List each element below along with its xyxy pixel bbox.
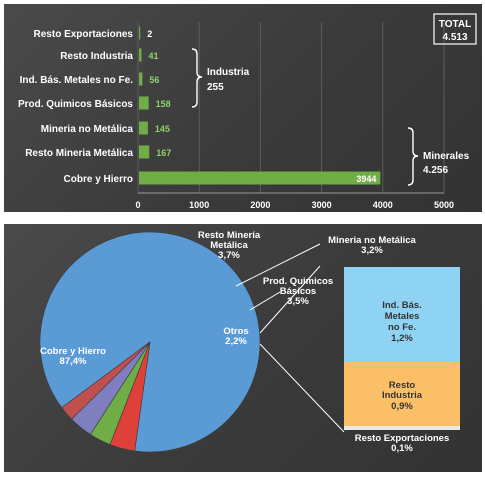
breakdown-percent: 0,9% xyxy=(391,401,413,412)
bar xyxy=(139,171,381,185)
pie-slice-label: Prod. Quimicos xyxy=(263,276,333,287)
pie-slice-percent: 87,4% xyxy=(60,356,87,367)
group-value-minerales: 4.256 xyxy=(423,165,448,176)
bar xyxy=(139,96,149,110)
group-value-industria: 255 xyxy=(207,82,224,93)
category-label: Resto Mineria Metálica xyxy=(25,148,133,159)
x-tick-label: 0 xyxy=(135,200,140,210)
category-label: Ind. Bás. Metales no Fe. xyxy=(20,75,134,86)
pie-slice-label: Mineria no Metálica xyxy=(328,235,416,246)
leader-line xyxy=(259,265,321,334)
bar xyxy=(139,145,150,159)
breakdown-label: Resto Exportaciones xyxy=(355,433,450,444)
bar-value-label: 3944 xyxy=(356,174,376,184)
bar-value-label: 167 xyxy=(156,148,171,158)
pie-slice-label: Metálica xyxy=(210,240,248,251)
x-tick-label: 2000 xyxy=(250,200,270,210)
breakdown-label: no Fe. xyxy=(388,322,416,333)
leader-line xyxy=(259,343,345,433)
total-box xyxy=(433,13,477,45)
bar-value-label: 56 xyxy=(149,75,159,85)
bar-value-label: 145 xyxy=(155,124,170,134)
industria-brace xyxy=(191,48,203,108)
bar-chart-panel: 0 1000 2000 3000 4000 5000 Resto Exportaciones… xyxy=(4,4,482,212)
breakdown-segment xyxy=(344,426,460,430)
category-label: Prod. Quimicos Básicos xyxy=(18,99,133,110)
breakdown-label: Industria xyxy=(382,390,423,401)
x-tick-label: 5000 xyxy=(434,200,454,210)
category-label: Cobre y Hierro xyxy=(64,174,133,185)
leader-line xyxy=(249,291,281,311)
pie-slice-label: Básicos xyxy=(280,286,316,297)
pie-slice-percent: 3,2% xyxy=(361,245,383,256)
total-value: 4.513 xyxy=(442,32,467,43)
pie-slice-percent: 2,2% xyxy=(225,336,247,347)
pie-slice-label: Cobre y Hierro xyxy=(40,346,106,357)
bar-chart: 0 1000 2000 3000 4000 5000 Resto Exportaciones… xyxy=(18,13,477,210)
breakdown-segment xyxy=(344,362,460,426)
pie-slice xyxy=(61,341,151,420)
bar-value-label: 41 xyxy=(149,51,159,61)
x-tick-label: 3000 xyxy=(312,200,332,210)
breakdown-label: Ind. Bás. xyxy=(382,300,422,311)
category-label: Resto Industria xyxy=(60,51,133,62)
pie-slice-label: Resto Minería xyxy=(198,230,261,241)
bar-value-label: 2 xyxy=(147,29,152,39)
x-tick-label: 4000 xyxy=(373,200,393,210)
pie-chart-panel: Cobre y Hierro 87,4% Resto Minería Metálica… xyxy=(4,224,482,472)
category-label: Mineria no Metálica xyxy=(41,124,134,135)
group-label-industria: Industria xyxy=(207,67,250,78)
total-label: TOTAL xyxy=(439,19,471,30)
bar xyxy=(139,121,148,135)
breakdown-percent: 1,2% xyxy=(391,333,413,344)
category-label: Resto Exportaciones xyxy=(34,29,134,40)
pie-slice-percent: 3,5% xyxy=(287,296,309,307)
breakdown-label: Metales xyxy=(385,311,420,322)
minerales-brace xyxy=(407,127,419,186)
x-tick-label: 1000 xyxy=(189,200,209,210)
bar xyxy=(139,72,143,86)
pie-slice-percent: 3,7% xyxy=(218,250,240,261)
leader-line xyxy=(235,243,321,287)
breakdown-label: Resto xyxy=(389,380,416,391)
bar-value-label: 158 xyxy=(156,99,171,109)
breakdown-segment xyxy=(344,267,460,362)
breakdown-percent: 0,1% xyxy=(391,443,413,454)
bar xyxy=(139,48,142,62)
pie-slice-label: Otros xyxy=(223,326,248,337)
group-label-minerales: Minerales xyxy=(423,151,470,162)
bar xyxy=(139,26,141,40)
